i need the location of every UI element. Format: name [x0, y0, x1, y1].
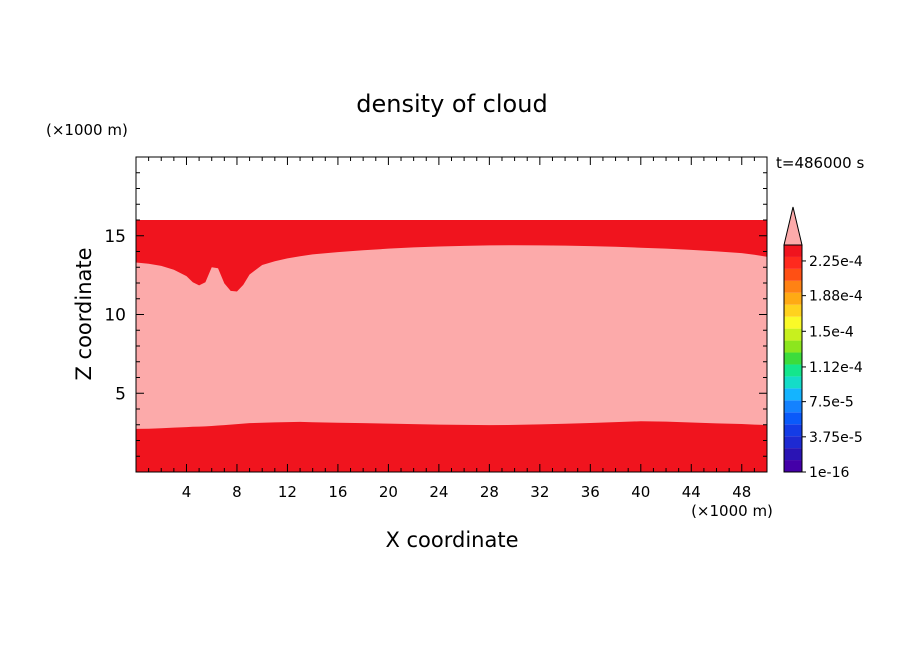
y-tick-label: 5	[115, 384, 126, 404]
colorbar-swatch	[784, 256, 802, 269]
colorbar-swatch	[784, 424, 802, 437]
colorbar-label: 7.5e-5	[809, 395, 854, 411]
contour-band-top-19	[136, 220, 767, 292]
x-tick-label: 16	[328, 483, 347, 501]
contour-band-bottom-19	[136, 421, 767, 472]
x-tick-label: 32	[530, 483, 549, 501]
y-tick-label: 10	[104, 306, 126, 326]
colorbar-swatch	[784, 328, 802, 341]
colorbar-swatch	[784, 364, 802, 377]
colorbar-label: 1.88e-4	[809, 289, 863, 305]
x-tick-label: 4	[182, 483, 192, 501]
y-axis-title: Z coordinate	[72, 247, 96, 380]
x-tick-label: 40	[631, 483, 650, 501]
x-tick-label: 24	[429, 483, 448, 501]
colorbar-swatch	[784, 280, 802, 293]
colorbar-swatch	[784, 304, 802, 317]
colorbar-swatch	[784, 245, 802, 257]
colorbar-swatch	[784, 400, 802, 413]
x-tick-label: 28	[480, 483, 499, 501]
colorbar-swatch	[784, 412, 802, 425]
colorbar-swatch	[784, 340, 802, 353]
x-tick-label: 12	[278, 483, 297, 501]
colorbar-swatch	[784, 388, 802, 401]
x-tick-label: 44	[682, 483, 701, 501]
colorbar-swatch	[784, 268, 802, 281]
y-unit-label: (×1000 m)	[46, 121, 128, 139]
x-tick-label: 36	[581, 483, 600, 501]
colorbar-swatch	[784, 448, 802, 461]
colorbar-swatch	[784, 460, 802, 472]
colorbar-swatch	[784, 316, 802, 329]
x-tick-label: 8	[232, 483, 242, 501]
x-tick-label: 48	[732, 483, 751, 501]
x-tick-label: 20	[379, 483, 398, 501]
colorbar-swatch	[784, 436, 802, 449]
colorbar-label: 1e-16	[809, 465, 849, 481]
x-axis: 4 8 12 16 20 24 28 32 36 40 44 48	[135, 157, 768, 501]
colorbar-swatch	[784, 352, 802, 365]
chart-title: density of cloud	[356, 90, 547, 118]
colorbar-label: 2.25e-4	[809, 254, 863, 270]
time-label: t=486000 s	[776, 154, 864, 172]
colorbar: 1e-16 3.75e-5 7.5e-5 1.12e-4 1.5e-4 1.88e-4 2.…	[783, 206, 863, 481]
y-tick-label: 15	[104, 227, 126, 247]
x-axis-title: X coordinate	[385, 528, 518, 552]
colorbar-swatch	[784, 292, 802, 305]
colorbar-swatch	[784, 376, 802, 389]
colorbar-label: 1.12e-4	[809, 360, 863, 376]
colorbar-label: 1.5e-4	[809, 324, 854, 340]
colorbar-label: 3.75e-5	[809, 430, 863, 446]
contour-fills	[136, 220, 767, 472]
y-axis: 5 10 15	[104, 156, 767, 473]
colorbar-frame	[783, 244, 803, 473]
x-unit-label: (×1000 m)	[691, 502, 773, 520]
